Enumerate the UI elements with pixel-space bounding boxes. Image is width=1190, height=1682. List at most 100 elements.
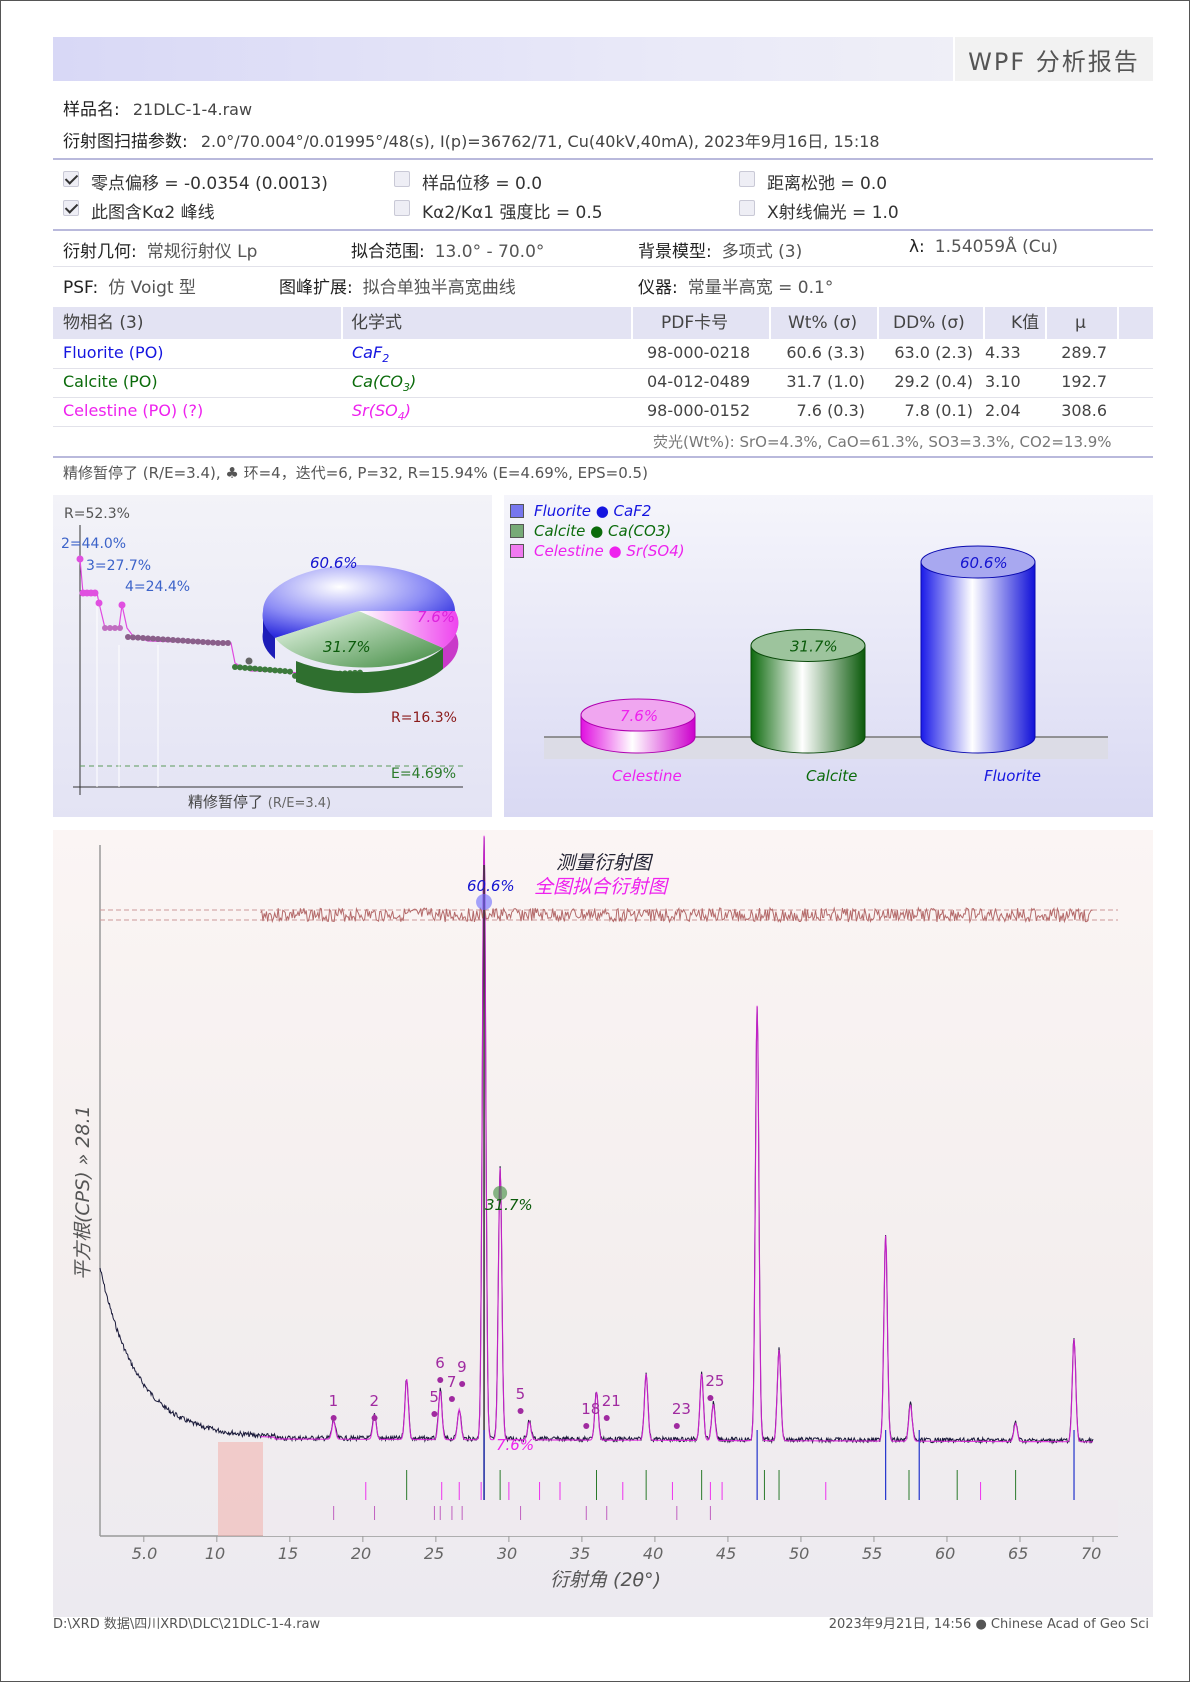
r-end-label: R=16.3% [391, 710, 457, 726]
x-tick-label: 45 [716, 1544, 736, 1563]
iter-point [237, 664, 243, 671]
iter-point [220, 640, 226, 646]
col-wt: Wt% (σ) [788, 313, 858, 333]
iter-point [232, 664, 238, 670]
iter-point [102, 625, 108, 631]
x-tick-label: 65 [1008, 1544, 1028, 1563]
fit-range-item: 拟合范围: 13.0° - 70.0° [351, 242, 545, 262]
peak-number: 7 [447, 1373, 457, 1391]
zero-shift-checkbox[interactable] [63, 171, 79, 187]
iter-point [215, 640, 221, 646]
phase-pie: 60.6% 31.7% 7.6% [262, 554, 459, 694]
iter-point [262, 666, 268, 673]
measured-pattern-line [99, 837, 1094, 1445]
peak-number: 9 [457, 1358, 467, 1376]
pct-fluorite: 60.6% [467, 877, 515, 895]
peak-marker [583, 1423, 590, 1429]
iter-point [165, 636, 171, 643]
iter-point [200, 639, 206, 645]
distance-relax-checkbox[interactable] [739, 171, 755, 187]
peak-number: 6 [435, 1354, 445, 1372]
iter-point [252, 665, 258, 672]
row-formula: Sr(SO4) [352, 401, 411, 424]
divider [53, 158, 1153, 160]
distance-relax-label: 距离松弛 = 0.0 [767, 174, 888, 194]
iter-point [185, 638, 191, 644]
row-dd: 7.8 (0.1) [904, 401, 973, 420]
scan-params-value: 2.0°/70.004°/0.01995°/48(s), I(p)=36762/… [200, 132, 880, 151]
x-tick-label: 25 [424, 1544, 444, 1563]
x-tick-label: 60 [935, 1544, 955, 1563]
diffraction-pattern: 测量衍射图 全图拟合衍射图 60.6% 31.7% 7.6% 平方根(CPS) … [72, 835, 1118, 1591]
bar-calcite: 31.7% [750, 628, 866, 754]
x-tick-label: 55 [862, 1544, 882, 1563]
zero-shift-label: 零点偏移 = -0.0354 (0.0013) [91, 174, 328, 194]
convergence-panel: R=52.3% 2=44.0% 3=27.7% 4=24.4% R=16.3% … [53, 495, 492, 817]
iter-point [160, 636, 166, 643]
pie-slice-calcite [275, 611, 443, 668]
peak-marker [673, 1423, 680, 1429]
peak-marker [517, 1408, 524, 1414]
iter-point [190, 638, 196, 645]
legend-item: Calcite ● Ca(CO3) [510, 521, 685, 541]
row-wt: 31.7 (1.0) [786, 372, 865, 391]
iter-point [112, 625, 118, 631]
ka-ratio-label: Kα2/Kα1 强度比 = 0.5 [422, 203, 603, 223]
row-mu: 308.6 [1061, 401, 1107, 420]
iter-point [225, 640, 231, 646]
iter2-label: 2=44.0% [61, 536, 126, 552]
col-formula: 化学式 [351, 313, 402, 333]
phase-bar-panel: Fluorite ● CaF2 Calcite ● Ca(CO3) Celest… [504, 495, 1153, 817]
peak-marker [371, 1415, 378, 1421]
bar-label-fluorite: Fluorite [984, 767, 1041, 785]
peak-marker [707, 1395, 714, 1401]
fit-pattern-line [260, 835, 1093, 1443]
calcite-marker [493, 1186, 508, 1200]
row-dd: 29.2 (0.4) [894, 372, 973, 391]
row-phase: Fluorite (PO) [63, 343, 164, 362]
polarization-checkbox[interactable] [739, 200, 755, 216]
r-top-label: R=52.3% [64, 506, 130, 522]
report-header: WPF 分析报告 [53, 37, 1153, 81]
iter-point [140, 635, 146, 641]
instrument-item: 仪器: 常量半高宽 = 0.1° [638, 278, 834, 298]
background-model-item: 背景模型: 多项式 (3) [638, 242, 803, 262]
x-tick-label: 35 [570, 1544, 590, 1563]
report-title: WPF 分析报告 [953, 37, 1153, 81]
peak-marker [459, 1381, 466, 1387]
convergence-caption: 精修暂停了 (R/E=3.4) [188, 793, 331, 811]
x-tick-label: 5.0 [132, 1544, 157, 1563]
ka2-checkbox[interactable] [63, 200, 79, 216]
sample-displacement-checkbox[interactable] [394, 171, 410, 187]
bar-fluorite: 60.6% [920, 545, 1036, 754]
iter-point [242, 664, 248, 671]
pie-slice-fluorite [262, 565, 455, 638]
bar-celestine: 7.6% [580, 698, 696, 754]
row-pdf: 98-000-0218 [647, 343, 751, 362]
iter-point [150, 635, 156, 642]
iter-point [257, 666, 263, 673]
x-tick-label: 40 [643, 1544, 663, 1563]
footer-path: D:\XRD 数据\四川XRD\DLC\21DLC-1-4.raw [53, 1617, 321, 1632]
y-axis-label: 平方根(CPS) » 28.1 [72, 1105, 94, 1280]
x-tick-label: 15 [278, 1544, 298, 1563]
row-wt: 7.6 (0.3) [796, 401, 865, 420]
row-phase: Celestine (PO) (?) [63, 401, 204, 420]
peak-number: 25 [705, 1372, 724, 1390]
row-mu: 192.7 [1061, 372, 1107, 391]
iter-point [91, 589, 99, 597]
ka-ratio-checkbox[interactable] [394, 200, 410, 216]
iter-point [135, 634, 141, 641]
peak-number: 18 [581, 1400, 600, 1418]
iter-point [155, 636, 161, 642]
geometry-item: 衍射几何: 常规衍射仪 Lp [63, 242, 258, 262]
iter-point [107, 625, 113, 631]
iter-point [117, 625, 123, 631]
iter-point [282, 668, 288, 675]
row-k: 2.04 [985, 401, 1021, 420]
bar-label-celestine: Celestine [612, 767, 682, 785]
iter3-label: 3=27.7% [86, 558, 151, 574]
pct-calcite: 31.7% [485, 1196, 533, 1214]
pct-celestine: 7.6% [496, 1436, 534, 1454]
